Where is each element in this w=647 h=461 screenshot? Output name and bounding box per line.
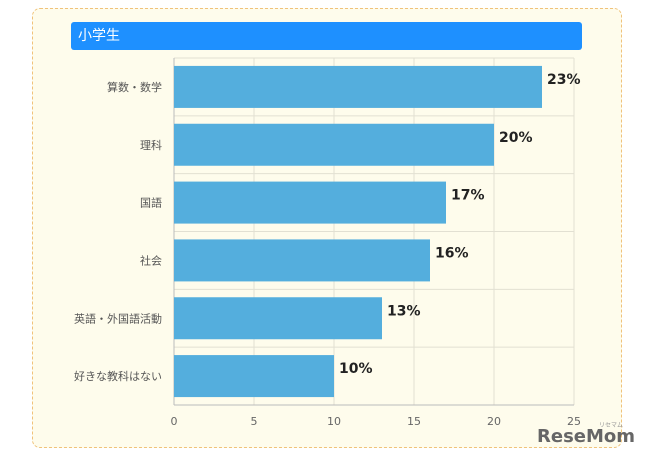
bar bbox=[174, 123, 494, 166]
data-label: 23% bbox=[547, 72, 581, 88]
watermark-sub: リセマム bbox=[599, 422, 624, 429]
data-label: 16% bbox=[435, 245, 469, 261]
bar bbox=[174, 239, 430, 282]
bar-layer bbox=[174, 65, 542, 398]
data-label: 17% bbox=[451, 188, 485, 204]
bar bbox=[174, 355, 334, 398]
x-tick-label: 20 bbox=[487, 415, 501, 428]
category-label: 英語・外国語活動 bbox=[74, 311, 162, 325]
chart-header: 小学生 bbox=[71, 22, 582, 50]
bar bbox=[174, 297, 382, 340]
data-label: 10% bbox=[339, 361, 373, 377]
grid-layer bbox=[173, 57, 575, 406]
bar bbox=[174, 181, 446, 224]
x-tick-label: 25 bbox=[567, 415, 581, 428]
x-tick-label: 15 bbox=[407, 415, 421, 428]
x-tick-label: 10 bbox=[327, 415, 341, 428]
tick-layer: 0 5 10 15 20 25 bbox=[171, 415, 582, 428]
x-tick-label: 5 bbox=[251, 415, 258, 428]
category-label: 社会 bbox=[140, 253, 162, 267]
bar bbox=[174, 65, 542, 108]
category-label: 理科 bbox=[140, 138, 162, 152]
category-label: 好きな教科はない bbox=[74, 369, 162, 383]
category-label: 算数・数学 bbox=[107, 80, 162, 94]
label-layer: 算数・数学 23% 理科 20% 国語 17% 社会 16% 英語・外国語活動 13% 好きな教科は… bbox=[74, 72, 581, 383]
category-label: 国語 bbox=[140, 196, 162, 210]
data-label: 20% bbox=[499, 130, 533, 146]
x-tick-label: 0 bbox=[171, 415, 178, 428]
data-label: 13% bbox=[387, 303, 421, 319]
watermark-logo: ReseMom bbox=[537, 426, 636, 447]
